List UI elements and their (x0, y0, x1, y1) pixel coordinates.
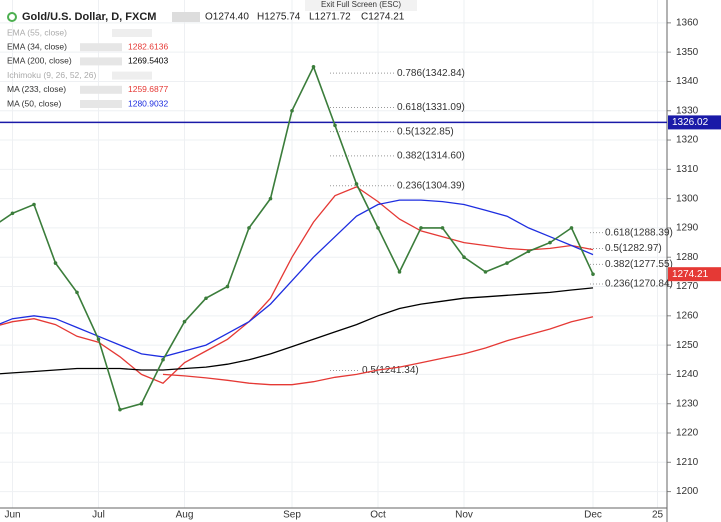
price-point (569, 226, 574, 230)
legend-icons (80, 57, 122, 66)
price-point (10, 211, 15, 216)
price-point (376, 226, 380, 230)
ohlc-value: C1274.21 (361, 12, 405, 23)
price-point (526, 249, 531, 254)
legend-inactive: EMA (55, close) (7, 27, 67, 37)
price-point (397, 270, 402, 274)
symbol-title: Gold/U.S. Dollar, D, FXCM (22, 11, 156, 23)
hline-price-tag (668, 115, 721, 130)
legend-entry: EMA (200, close) (7, 56, 72, 66)
price-point (182, 319, 187, 324)
y-tick-label: 1260 (676, 310, 699, 321)
fib-label: 0.618(1288.39) (605, 227, 673, 238)
y-tick-label: 1240 (676, 369, 699, 380)
price-point (548, 240, 552, 245)
fib-label: 0.5(1241.34) (362, 365, 419, 376)
price-point (290, 108, 294, 113)
y-tick-label: 1230 (676, 398, 699, 409)
ohlc-value: L1271.72 (309, 12, 351, 23)
notice-box[interactable] (305, 0, 417, 11)
hline-price-label: 1326.02 (672, 117, 709, 128)
legend-value: 1269.5403 (128, 56, 168, 66)
symbol-status (7, 12, 17, 22)
x-tick-label: Oct (370, 510, 386, 521)
price-point (139, 401, 144, 406)
price-point (53, 261, 58, 265)
y-tick-label: 1220 (676, 428, 699, 439)
ohlc-value: O1274.40 (205, 12, 249, 23)
price-point (268, 196, 273, 201)
ma-line (0, 199, 594, 358)
price-point (247, 226, 251, 230)
legend-icons (112, 29, 152, 37)
y-tick-label: 1340 (676, 76, 699, 87)
y-tick-label: 1320 (676, 135, 699, 146)
legend-icons (80, 85, 122, 94)
legend-value: 1259.6877 (128, 84, 168, 94)
legend-inactive: Ichimoku (9, 26, 52, 26) (7, 70, 96, 80)
price-point (354, 182, 359, 186)
legend-value: 1282.6136 (128, 41, 168, 51)
legend-icons (80, 43, 122, 52)
price-point (32, 202, 36, 207)
fib-label: 0.5(1282.97) (605, 243, 662, 254)
price-point (204, 296, 208, 301)
price-point (483, 270, 488, 274)
y-tick-label: 1270 (676, 281, 699, 292)
y-tick-label: 1200 (676, 486, 699, 497)
x-tick-label: Sep (283, 510, 301, 521)
fib-label: 0.786(1342.84) (397, 68, 465, 79)
price-point (440, 226, 445, 230)
x-tick-label: Dec (584, 510, 602, 521)
ohlc-value: H1275.74 (257, 12, 301, 23)
price-point (591, 272, 595, 276)
y-tick-label: 1330 (676, 105, 699, 116)
legend-entry: EMA (34, close) (7, 41, 67, 51)
ma-line (0, 186, 594, 384)
y-tick-label: 1310 (676, 164, 699, 175)
fib-label: 0.5(1322.85) (397, 126, 454, 137)
y-tick-label: 1280 (676, 252, 699, 263)
x-tick-label: Jun (4, 510, 20, 521)
fib-label: 0.382(1314.60) (397, 150, 465, 161)
price-point (96, 337, 101, 342)
y-tick-label: 1210 (676, 457, 699, 468)
x-tick-label: Nov (455, 510, 473, 521)
price-point (505, 261, 509, 265)
price-point (118, 407, 122, 412)
x-tick-label: Jul (92, 510, 105, 521)
legend-entry: MA (233, close) (7, 84, 66, 94)
exit-fullscreen[interactable]: Exit Full Screen (ESC) (321, 0, 401, 9)
price-point (462, 255, 466, 260)
fib-label: 0.618(1331.09) (397, 102, 465, 113)
ma-line (0, 287, 594, 375)
y-tick-label: 1250 (676, 340, 699, 351)
y-tick-label: 1290 (676, 223, 699, 234)
price-point (75, 290, 79, 295)
header-icons (172, 12, 200, 22)
price-point (225, 284, 230, 289)
y-tick-label: 1300 (676, 193, 699, 204)
ma-line (162, 316, 594, 386)
price-point (311, 64, 316, 69)
price-point (333, 123, 337, 128)
price-point (161, 357, 165, 362)
legend-icons (80, 100, 122, 108)
y-tick-label: 1360 (676, 17, 699, 28)
price-point (419, 226, 423, 230)
y-tick-label: 1350 (676, 47, 699, 58)
legend-entry: MA (50, close) (7, 98, 61, 108)
x-tick-label: 25 (652, 510, 664, 521)
legend-icons (112, 71, 152, 80)
fib-label: 0.236(1304.39) (397, 180, 465, 191)
x-tick-label: Aug (176, 510, 194, 521)
legend-value: 1280.9032 (128, 98, 168, 108)
fib-label: 0.382(1277.55) (605, 259, 673, 270)
fib-label: 0.236(1270.84) (605, 279, 673, 290)
last-price-label: 1274.21 (672, 269, 709, 280)
last-price-tag (668, 267, 721, 282)
